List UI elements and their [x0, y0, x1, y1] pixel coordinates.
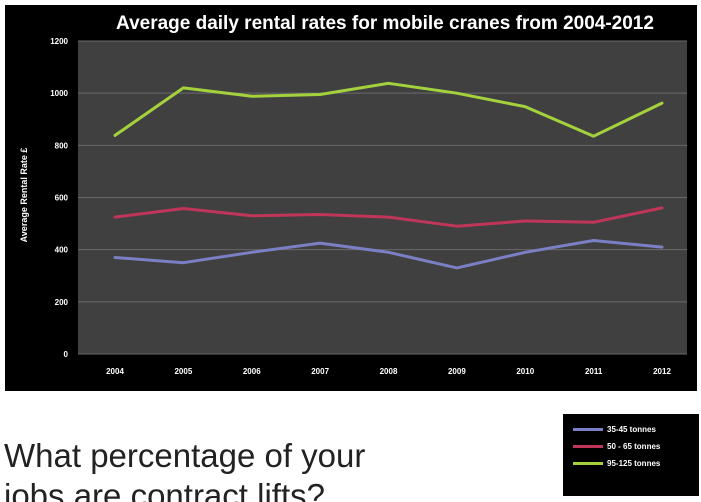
question-text: What percentage of your jobs are contrac… — [4, 436, 544, 502]
x-tick-label: 2009 — [448, 367, 466, 376]
y-tick-label: 0 — [64, 350, 69, 359]
y-axis-label: Average Rental Rate £ — [19, 147, 29, 243]
legend-swatch-50-65 — [573, 444, 603, 448]
series-line-1 — [113, 206, 664, 228]
x-tick-label: 2004 — [106, 367, 124, 376]
question-area: What percentage of your jobs are contrac… — [0, 436, 560, 502]
legend-swatch-35-45 — [573, 427, 603, 431]
y-tick-label: 1000 — [50, 89, 68, 98]
legend-label: 35-45 tonnes — [607, 424, 656, 434]
legend-label: 95-125 tonnes — [607, 458, 661, 468]
x-tick-label: 2012 — [653, 367, 671, 376]
question-line-2: jobs are contract lifts? — [4, 477, 325, 502]
x-tick-label: 2010 — [516, 367, 534, 376]
y-tick-label: 200 — [55, 298, 69, 307]
legend-item: 50 - 65 tonnes — [573, 439, 660, 453]
x-tick-label: 2011 — [585, 367, 603, 376]
y-tick-label: 800 — [55, 141, 69, 150]
legend-swatch-95-125 — [573, 461, 603, 465]
y-tick-label: 400 — [55, 246, 69, 255]
chart-panel: 0 200 400 600 800 1000 1200 2004 2005 2006 2007 200… — [5, 5, 697, 391]
legend-label: 50 - 65 tonnes — [607, 441, 661, 451]
y-tick-label: 600 — [55, 194, 69, 203]
legend-item: 95-125 tonnes — [573, 456, 660, 470]
series-line-2 — [113, 81, 664, 138]
y-tick-label: 1200 — [50, 37, 68, 46]
x-tick-label: 2008 — [380, 367, 398, 376]
x-tick-label: 2007 — [311, 367, 329, 376]
line-chart: 0 200 400 600 800 1000 1200 2004 2005 2006 2007 200… — [50, 37, 687, 376]
question-line-1: What percentage of your — [4, 437, 366, 474]
series-line-0 — [113, 239, 664, 270]
legend-item: 35-45 tonnes — [573, 422, 656, 436]
x-tick-label: 2006 — [243, 367, 261, 376]
x-tick-label: 2005 — [174, 367, 192, 376]
chart-title: Average daily rental rates for mobile cr… — [116, 13, 654, 34]
chart-legend: 35-45 tonnes 50 - 65 tonnes 95-125 tonne… — [563, 414, 699, 496]
